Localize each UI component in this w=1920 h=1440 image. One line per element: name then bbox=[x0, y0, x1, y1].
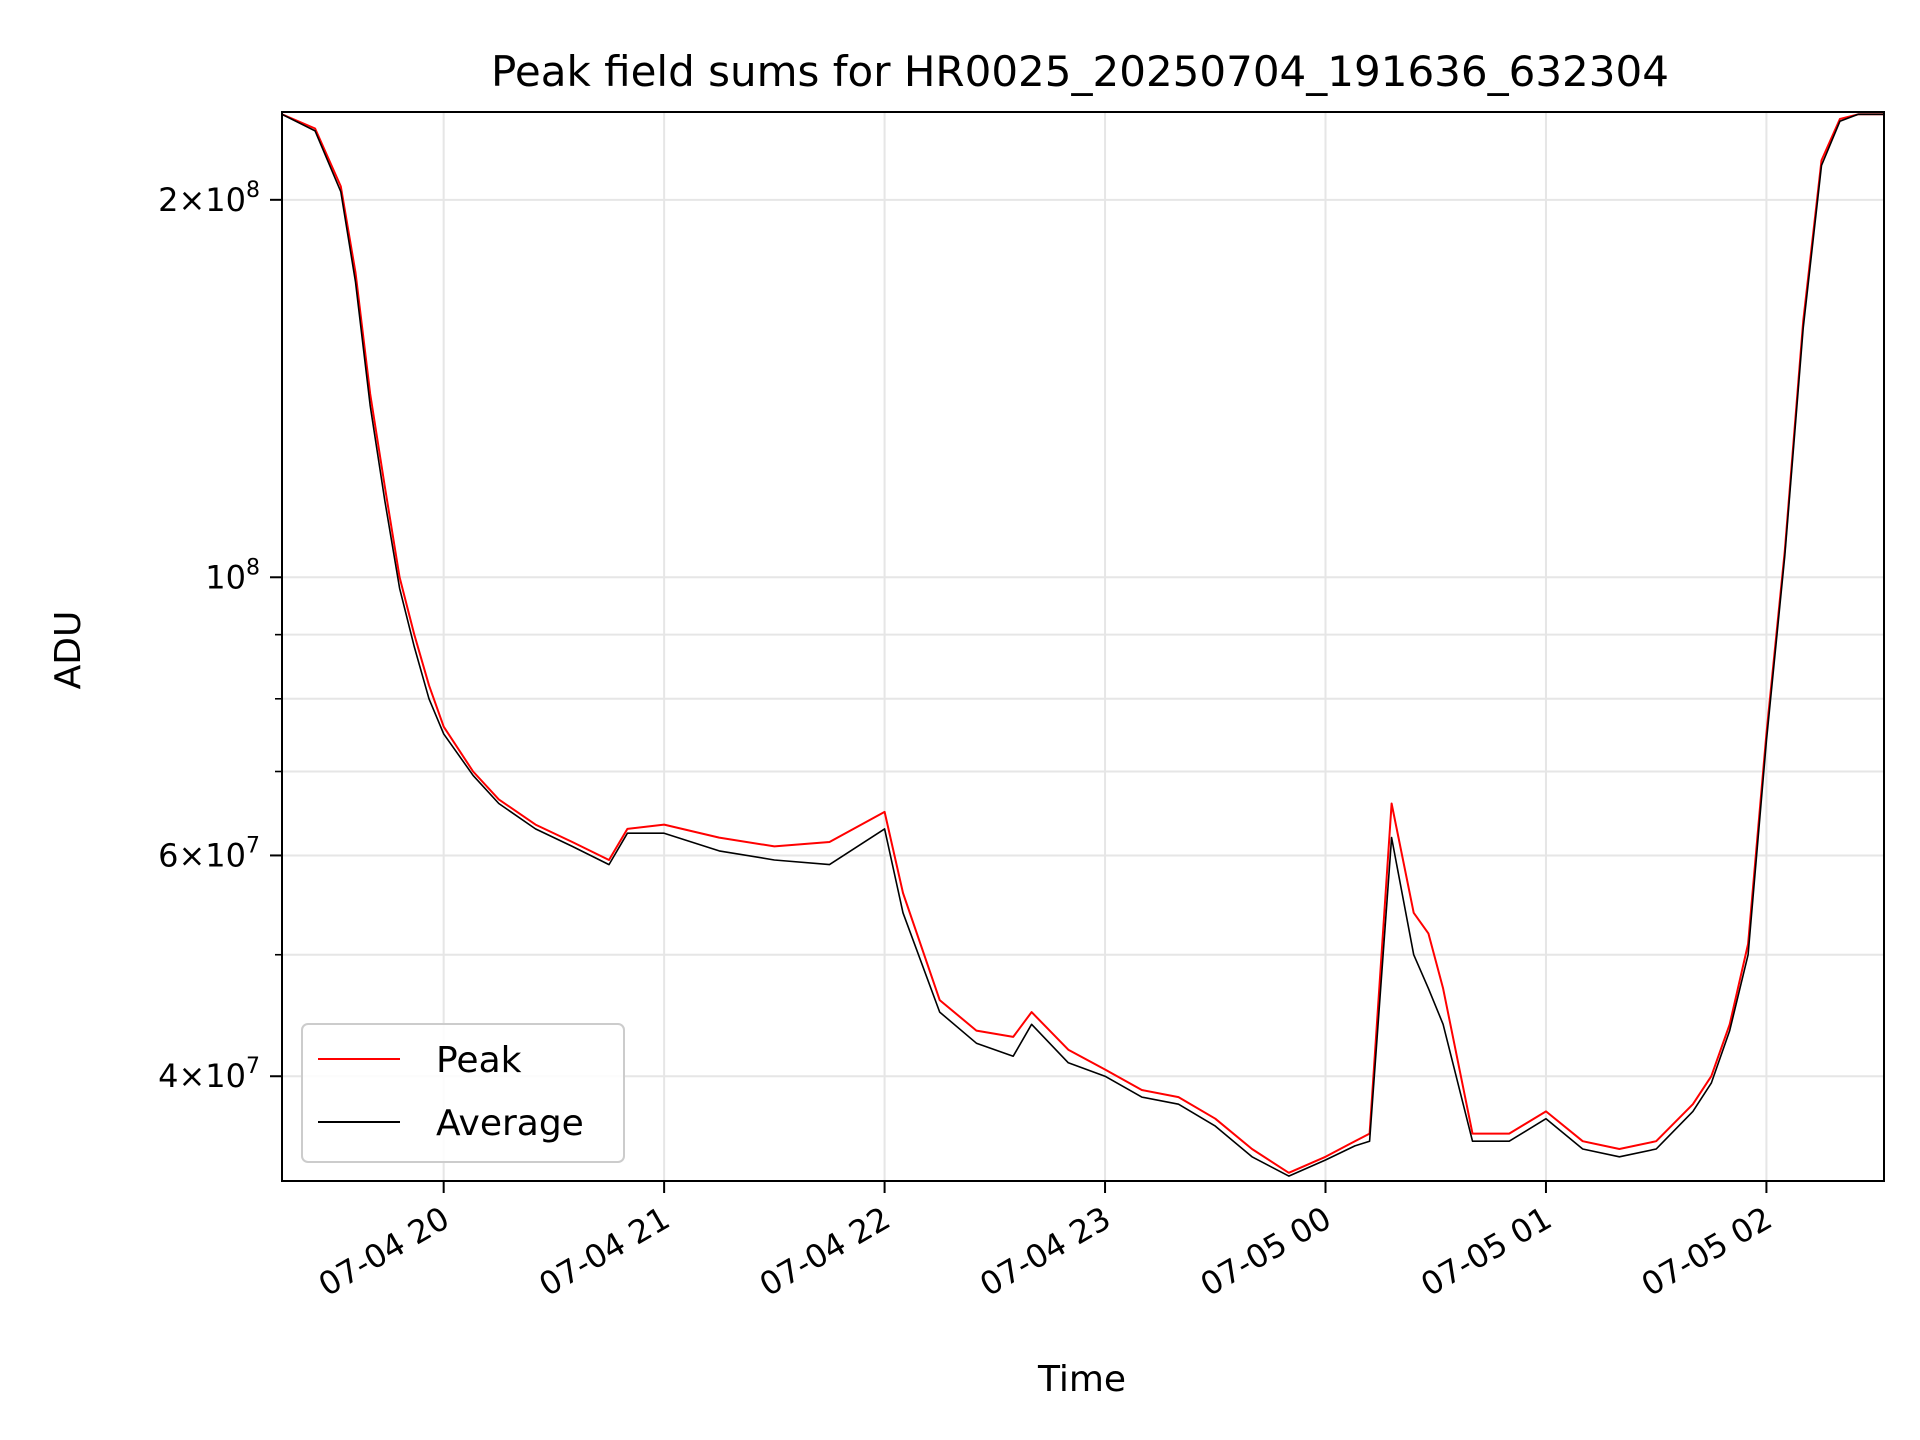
grid bbox=[282, 112, 1884, 1181]
series-line-average bbox=[282, 113, 1884, 1177]
y-axis-ticks: 4×107 6×107 108 2×108 bbox=[158, 178, 282, 1095]
y-tick-label: 4×107 bbox=[158, 1054, 260, 1095]
legend-label-average: Average bbox=[436, 1103, 584, 1144]
series-line-peak bbox=[282, 113, 1884, 1174]
plot-series bbox=[282, 113, 1884, 1177]
x-axis-label: Time bbox=[1037, 1359, 1126, 1400]
y-tick-label: 108 bbox=[205, 555, 260, 596]
y-axis-label: ADU bbox=[48, 611, 89, 690]
legend-label-peak: Peak bbox=[436, 1040, 522, 1081]
y-tick-label: 6×107 bbox=[158, 833, 260, 874]
plot-frame bbox=[281, 111, 1885, 1182]
chart-title: Peak field sums for HR0025_20250704_1916… bbox=[491, 47, 1669, 96]
y-tick-label: 2×108 bbox=[158, 178, 260, 219]
legend: Peak Average bbox=[301, 1023, 625, 1163]
